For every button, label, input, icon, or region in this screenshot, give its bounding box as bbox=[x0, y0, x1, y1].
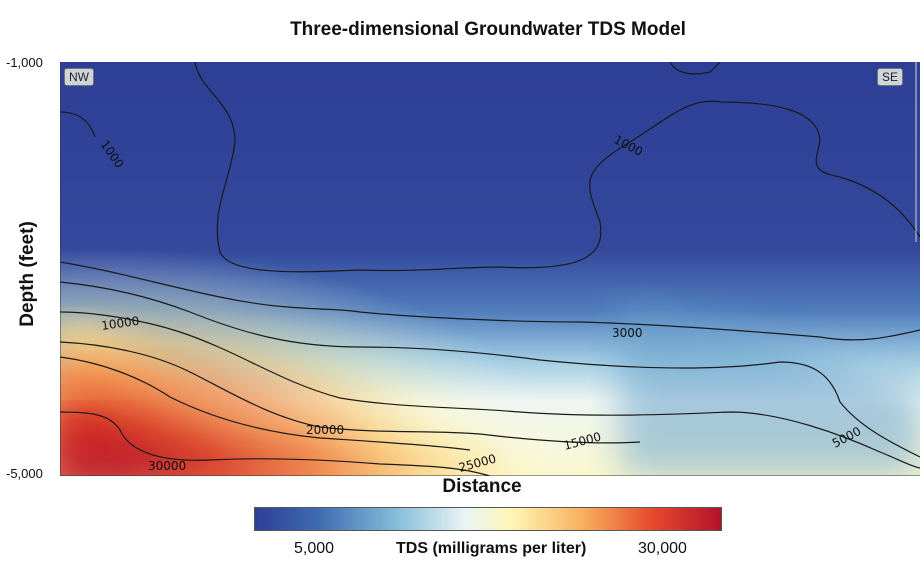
contour-line bbox=[194, 62, 920, 273]
colorbar-title: TDS (milligrams per liter) bbox=[396, 540, 587, 557]
contour-line bbox=[60, 411, 491, 476]
contour-line bbox=[60, 111, 96, 138]
y-axis-label: Depth (feet) bbox=[17, 221, 38, 327]
contour-line bbox=[60, 311, 920, 469]
colorbar-tick-label-high: 30,000 bbox=[638, 540, 687, 557]
contour-label: 20000 bbox=[306, 423, 344, 437]
nw-direction-badge: NW bbox=[64, 68, 94, 86]
contour-label: 30000 bbox=[148, 459, 186, 473]
contour-lines bbox=[60, 62, 920, 476]
y-tick-label-bottom: -5,000 bbox=[6, 466, 43, 481]
contour-line bbox=[60, 341, 641, 444]
chart-title: Three-dimensional Groundwater TDS Model bbox=[290, 19, 686, 40]
heatmap-hot-glow bbox=[60, 62, 920, 476]
contour-label: 3000 bbox=[612, 326, 643, 340]
colorbar-tick-label-low: 5,000 bbox=[294, 540, 335, 557]
se-direction-badge: SE bbox=[877, 68, 904, 86]
contour-line bbox=[669, 62, 721, 75]
plot-area: 1000 1000 3000 5000 10000 15000 20000 25… bbox=[55, 61, 920, 481]
contour-line bbox=[60, 261, 920, 341]
colorbar-gradient bbox=[254, 507, 722, 531]
contour-line bbox=[60, 356, 471, 451]
y-tick-label-top: -1,000 bbox=[6, 55, 43, 70]
contour-label: 10000 bbox=[100, 314, 140, 333]
colorbar bbox=[254, 507, 722, 536]
contour-line bbox=[60, 281, 920, 458]
colorbar-svg bbox=[254, 507, 722, 531]
x-axis-label: Distance bbox=[442, 476, 522, 497]
tds-heatmap: 1000 1000 3000 5000 10000 15000 20000 25… bbox=[55, 61, 920, 480]
